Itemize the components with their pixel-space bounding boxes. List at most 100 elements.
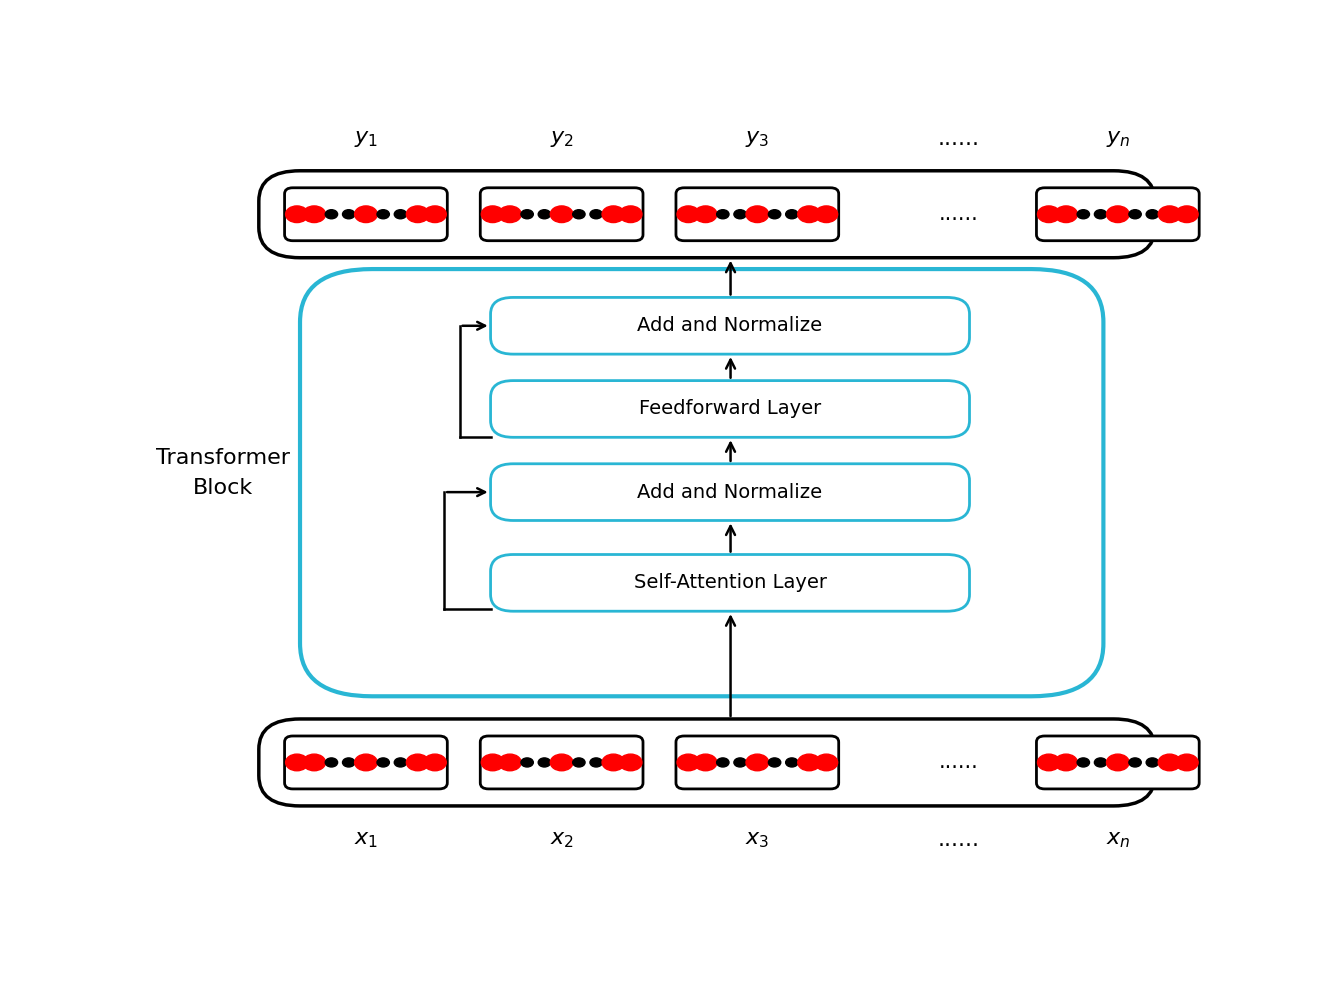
Circle shape [694,754,716,771]
FancyBboxPatch shape [490,555,970,611]
Circle shape [590,210,602,219]
Circle shape [498,754,521,771]
Circle shape [785,210,797,219]
Circle shape [573,758,585,767]
Text: ......: ...... [937,129,979,149]
Circle shape [377,210,389,219]
Text: ......: ...... [938,204,978,224]
Text: $y_3$: $y_3$ [746,129,769,149]
FancyBboxPatch shape [284,736,448,789]
Text: Add and Normalize: Add and Normalize [638,316,823,335]
Text: $x_3$: $x_3$ [746,830,769,850]
Circle shape [407,754,429,771]
Text: Add and Normalize: Add and Normalize [638,482,823,502]
Circle shape [377,758,389,767]
Circle shape [407,206,429,223]
Circle shape [815,206,837,223]
FancyBboxPatch shape [480,188,643,241]
Circle shape [395,758,407,767]
Circle shape [1146,758,1159,767]
Circle shape [343,758,355,767]
FancyBboxPatch shape [490,298,970,355]
Circle shape [746,206,768,223]
Circle shape [343,210,355,219]
Circle shape [1176,754,1199,771]
Text: Feedforward Layer: Feedforward Layer [639,400,821,418]
Circle shape [1159,754,1181,771]
Circle shape [716,758,730,767]
Circle shape [768,210,780,219]
Circle shape [676,754,699,771]
Text: $y_1$: $y_1$ [354,129,377,149]
FancyBboxPatch shape [300,269,1103,696]
FancyBboxPatch shape [490,464,970,520]
Circle shape [481,206,504,223]
Circle shape [481,754,504,771]
Text: $x_1$: $x_1$ [354,830,377,850]
Circle shape [326,210,338,219]
Circle shape [424,754,447,771]
Circle shape [1159,206,1181,223]
Circle shape [1094,758,1107,767]
Circle shape [1094,210,1107,219]
Circle shape [1176,206,1199,223]
Text: Self-Attention Layer: Self-Attention Layer [634,573,827,592]
FancyBboxPatch shape [259,171,1155,257]
Circle shape [1128,758,1142,767]
Circle shape [746,754,768,771]
Circle shape [498,206,521,223]
Circle shape [619,206,642,223]
Circle shape [815,754,837,771]
Circle shape [550,754,573,771]
Text: $x_n$: $x_n$ [1106,830,1130,850]
Circle shape [676,206,699,223]
Circle shape [424,206,447,223]
FancyBboxPatch shape [1037,188,1199,241]
Circle shape [1107,754,1130,771]
Circle shape [303,206,326,223]
FancyBboxPatch shape [1037,736,1199,789]
Circle shape [326,758,338,767]
Circle shape [303,754,326,771]
Circle shape [797,754,820,771]
Circle shape [797,206,820,223]
Circle shape [521,758,533,767]
Circle shape [538,758,550,767]
Circle shape [694,206,716,223]
Circle shape [538,210,550,219]
FancyBboxPatch shape [490,381,970,437]
FancyBboxPatch shape [676,736,839,789]
FancyBboxPatch shape [284,188,448,241]
Circle shape [286,206,308,223]
Circle shape [1076,210,1090,219]
FancyBboxPatch shape [480,736,643,789]
Text: $x_2$: $x_2$ [550,830,574,850]
Text: ......: ...... [938,752,978,773]
Circle shape [602,754,625,771]
Text: $y_2$: $y_2$ [550,129,574,149]
Circle shape [734,210,747,219]
Circle shape [521,210,533,219]
Circle shape [716,210,730,219]
Circle shape [395,210,407,219]
Circle shape [1038,754,1061,771]
Circle shape [1107,206,1130,223]
Circle shape [1055,206,1078,223]
Circle shape [573,210,585,219]
FancyBboxPatch shape [676,188,839,241]
Circle shape [785,758,797,767]
Circle shape [1128,210,1142,219]
Circle shape [734,758,747,767]
Circle shape [355,754,377,771]
Circle shape [619,754,642,771]
Circle shape [1076,758,1090,767]
Text: $y_n$: $y_n$ [1106,129,1130,149]
FancyBboxPatch shape [259,719,1155,806]
Circle shape [768,758,780,767]
Text: Transformer
Block: Transformer Block [155,449,290,498]
Circle shape [355,206,377,223]
Circle shape [1038,206,1061,223]
Circle shape [590,758,602,767]
Circle shape [550,206,573,223]
Circle shape [286,754,308,771]
